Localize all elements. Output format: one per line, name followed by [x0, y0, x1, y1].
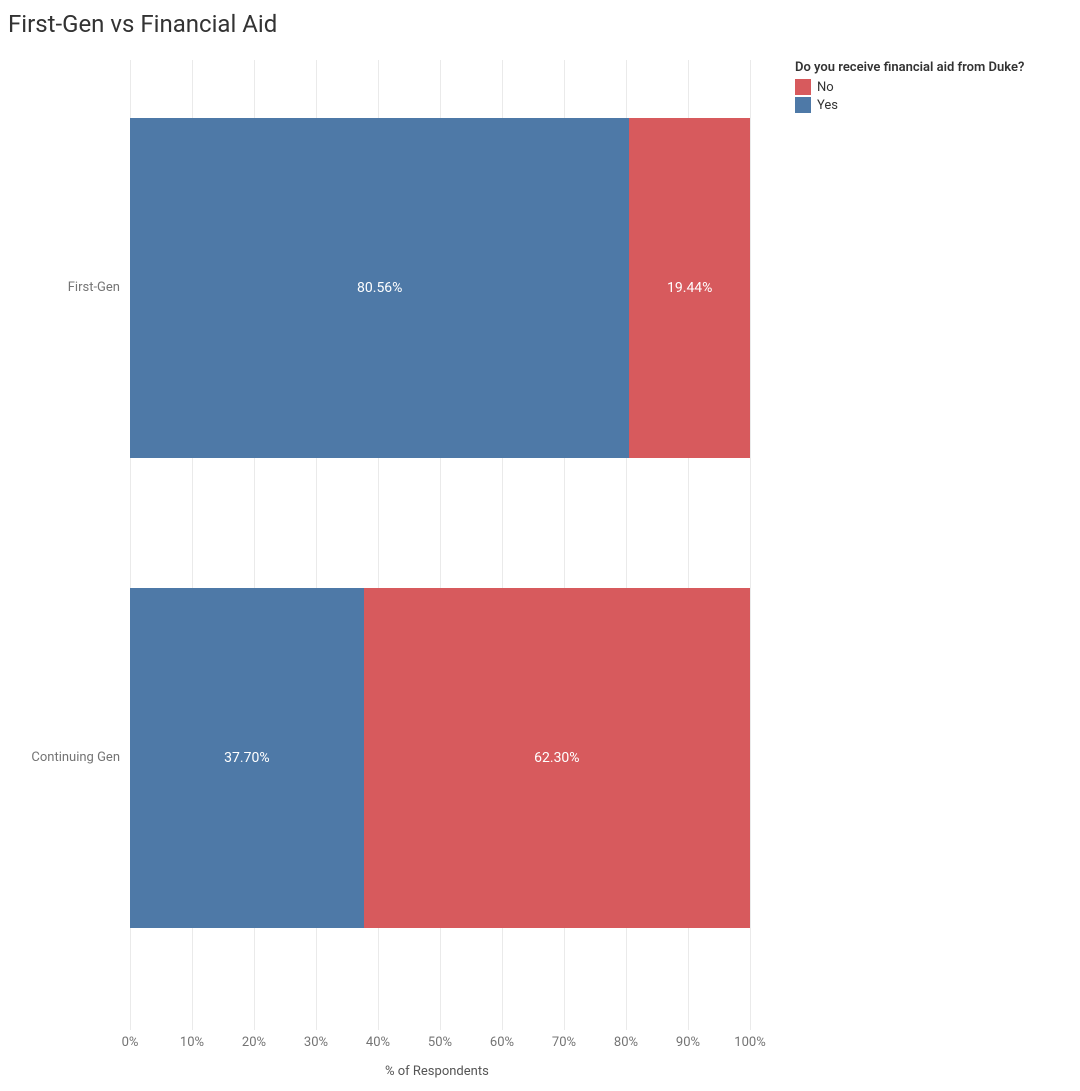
x-tick: 40%: [366, 1035, 390, 1050]
x-tick: 70%: [552, 1035, 576, 1050]
x-tick: 10%: [180, 1035, 204, 1050]
y-axis-label-first-gen: First-Gen: [0, 280, 120, 295]
legend-item-no: No: [795, 79, 1024, 95]
legend-label-no: No: [817, 80, 834, 95]
bar-segment: 19.44%: [629, 118, 750, 458]
x-tick: 50%: [428, 1035, 452, 1050]
bar-row: 80.56%19.44%: [130, 118, 750, 458]
x-tick: 30%: [304, 1035, 328, 1050]
bar-segment: 80.56%: [130, 118, 629, 458]
legend: Do you receive financial aid from Duke? …: [795, 60, 1024, 115]
legend-swatch-yes: [795, 97, 811, 113]
x-tick: 90%: [676, 1035, 700, 1050]
bar-segment: 62.30%: [364, 588, 750, 928]
x-axis-label: % of Respondents: [385, 1064, 489, 1079]
bar-row: 37.70%62.30%: [130, 588, 750, 928]
legend-title: Do you receive financial aid from Duke?: [795, 60, 1024, 75]
legend-label-yes: Yes: [817, 98, 838, 113]
plot-area: 80.56%19.44% 37.70%62.30%: [130, 60, 750, 1030]
y-axis-label-continuing-gen: Continuing Gen: [0, 750, 120, 765]
grid-line: [750, 60, 751, 1030]
x-tick: 100%: [734, 1035, 765, 1050]
x-tick: 80%: [614, 1035, 638, 1050]
x-tick: 0%: [122, 1035, 139, 1050]
chart-title: First-Gen vs Financial Aid: [8, 10, 277, 38]
legend-swatch-no: [795, 79, 811, 95]
legend-item-yes: Yes: [795, 97, 1024, 113]
x-tick: 20%: [242, 1035, 266, 1050]
bar-segment: 37.70%: [130, 588, 364, 928]
x-tick: 60%: [490, 1035, 514, 1050]
